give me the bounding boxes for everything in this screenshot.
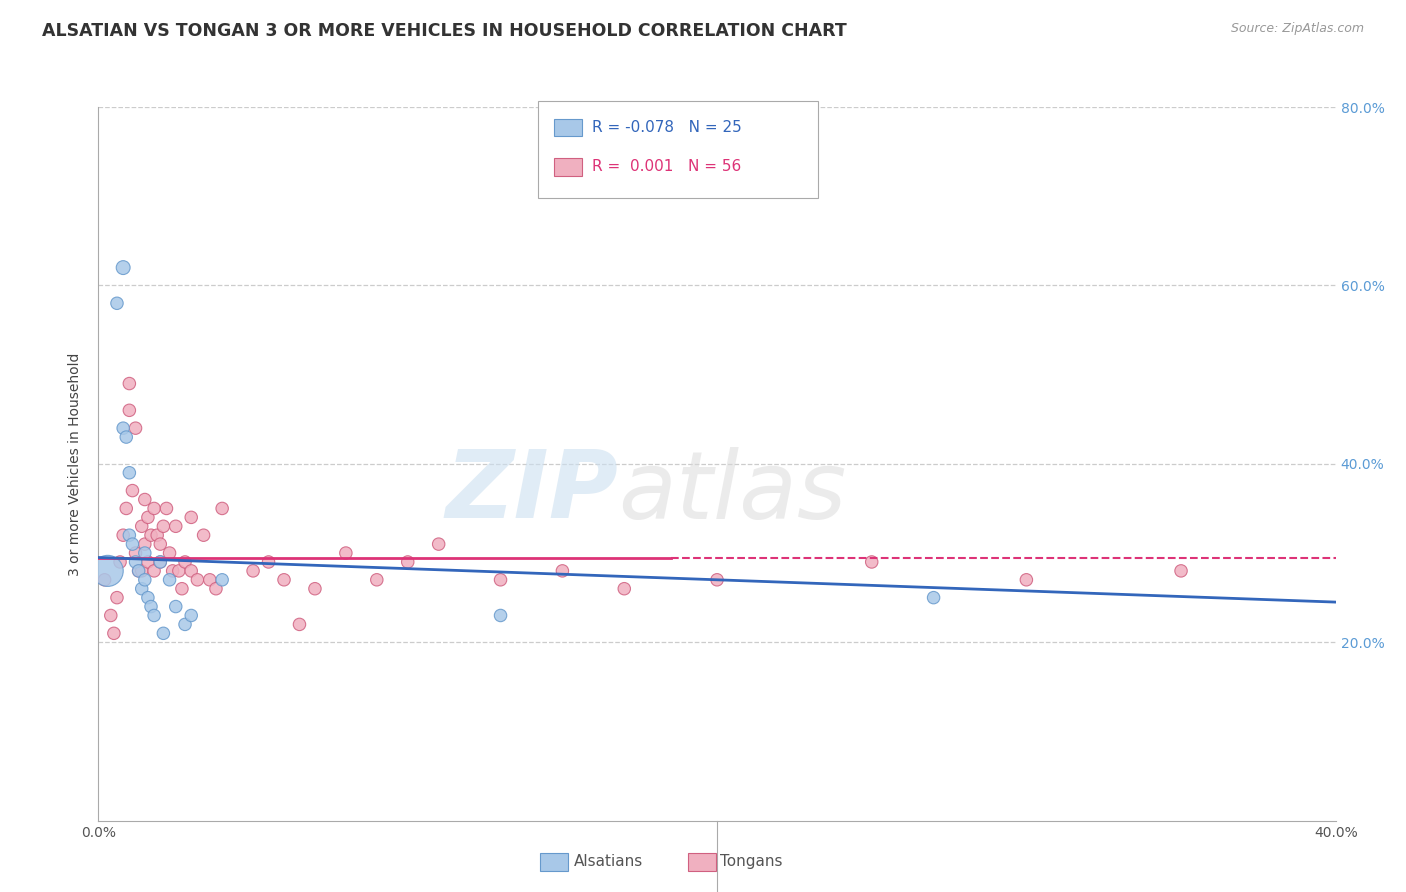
Point xyxy=(143,564,166,578)
Point xyxy=(152,626,174,640)
Point xyxy=(211,501,233,516)
Point xyxy=(124,421,146,435)
Point xyxy=(706,573,728,587)
Point xyxy=(134,546,156,560)
Point xyxy=(165,519,187,533)
Point xyxy=(613,582,636,596)
Point xyxy=(489,573,512,587)
Text: ZIP: ZIP xyxy=(446,446,619,539)
Point xyxy=(118,466,141,480)
Point xyxy=(205,582,228,596)
Point xyxy=(100,608,122,623)
Point xyxy=(105,296,128,310)
Point xyxy=(198,573,221,587)
Point xyxy=(186,573,208,587)
Point xyxy=(242,564,264,578)
Point xyxy=(167,564,190,578)
Point xyxy=(121,483,143,498)
Point xyxy=(115,430,138,444)
Point xyxy=(273,573,295,587)
Point xyxy=(174,555,197,569)
Point xyxy=(118,376,141,391)
Point xyxy=(115,501,138,516)
Text: ALSATIAN VS TONGAN 3 OR MORE VEHICLES IN HOUSEHOLD CORRELATION CHART: ALSATIAN VS TONGAN 3 OR MORE VEHICLES IN… xyxy=(42,22,846,40)
Point xyxy=(427,537,450,551)
Point xyxy=(396,555,419,569)
Point xyxy=(131,564,153,578)
Point xyxy=(134,492,156,507)
Point xyxy=(112,528,135,542)
Point xyxy=(143,608,166,623)
Point xyxy=(103,626,125,640)
Point xyxy=(128,564,150,578)
Point xyxy=(860,555,883,569)
Point xyxy=(335,546,357,560)
Point xyxy=(136,510,159,524)
Point xyxy=(180,564,202,578)
Point xyxy=(180,510,202,524)
Point xyxy=(93,573,115,587)
Point xyxy=(193,528,215,542)
Point xyxy=(97,564,120,578)
Point xyxy=(159,573,181,587)
Point xyxy=(121,537,143,551)
Point xyxy=(108,555,131,569)
Point xyxy=(124,546,146,560)
Point xyxy=(551,564,574,578)
Point xyxy=(1170,564,1192,578)
Point xyxy=(139,528,162,542)
Point xyxy=(211,573,233,587)
Point xyxy=(131,519,153,533)
Point xyxy=(124,555,146,569)
Text: R = -0.078   N = 25: R = -0.078 N = 25 xyxy=(592,120,742,135)
Point xyxy=(489,608,512,623)
Point xyxy=(159,546,181,560)
Point xyxy=(155,501,177,516)
Point xyxy=(180,608,202,623)
Point xyxy=(139,599,162,614)
Point xyxy=(152,519,174,533)
Point xyxy=(112,260,135,275)
Point xyxy=(366,573,388,587)
Point xyxy=(134,537,156,551)
Y-axis label: 3 or more Vehicles in Household: 3 or more Vehicles in Household xyxy=(69,352,83,575)
Point xyxy=(149,555,172,569)
Point xyxy=(304,582,326,596)
Point xyxy=(143,501,166,516)
Point xyxy=(257,555,280,569)
Point xyxy=(136,555,159,569)
Point xyxy=(149,555,172,569)
Point xyxy=(146,528,169,542)
Point xyxy=(105,591,128,605)
Point xyxy=(922,591,945,605)
Point xyxy=(1015,573,1038,587)
Point xyxy=(174,617,197,632)
Point xyxy=(149,537,172,551)
Point xyxy=(165,599,187,614)
Point xyxy=(112,421,135,435)
Text: Source: ZipAtlas.com: Source: ZipAtlas.com xyxy=(1230,22,1364,36)
Text: atlas: atlas xyxy=(619,447,846,538)
Point xyxy=(131,582,153,596)
Point xyxy=(288,617,311,632)
Text: Alsatians: Alsatians xyxy=(574,855,643,869)
Point xyxy=(134,573,156,587)
Text: R =  0.001   N = 56: R = 0.001 N = 56 xyxy=(592,160,741,174)
Point xyxy=(128,564,150,578)
Point xyxy=(170,582,193,596)
Text: Tongans: Tongans xyxy=(720,855,782,869)
Point xyxy=(162,564,184,578)
Point xyxy=(136,591,159,605)
Point xyxy=(118,403,141,417)
Point xyxy=(118,528,141,542)
